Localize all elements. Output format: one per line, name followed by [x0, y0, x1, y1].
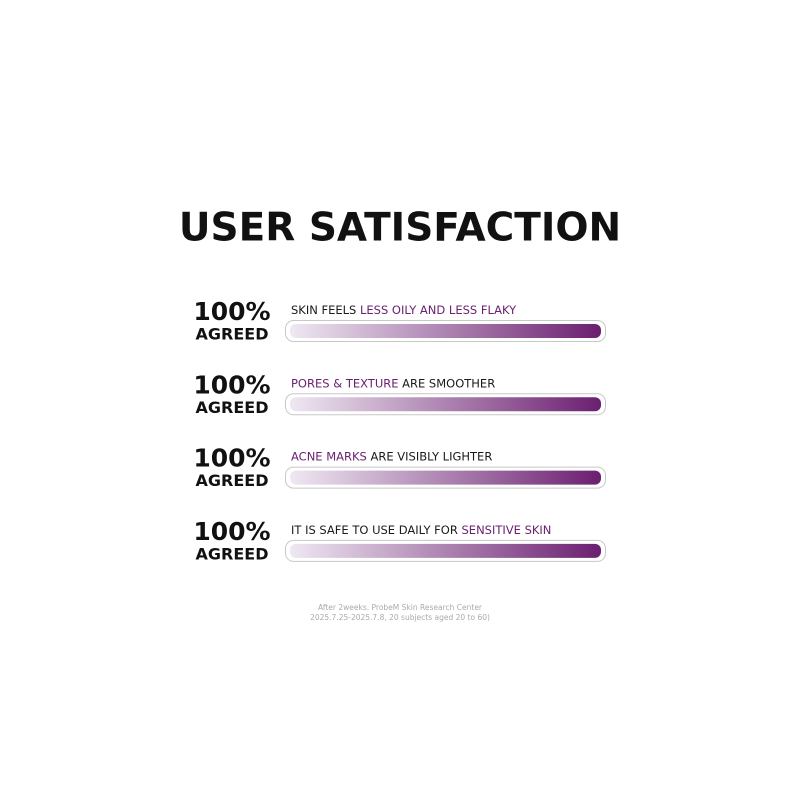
statement: ACNE MARKS ARE VISIBLY LIGHTER: [291, 449, 492, 463]
bar: [290, 397, 601, 412]
percent-label: 100%: [193, 370, 270, 399]
bar: [290, 543, 601, 558]
statement: SKIN FEELS LESS OILY AND LESS FLAKY: [291, 303, 517, 317]
agreed-label: AGREED: [196, 398, 269, 417]
statement-text: ARE VISIBLY LIGHTER: [367, 449, 492, 463]
statement: PORES & TEXTURE ARE SMOOTHER: [291, 376, 495, 390]
statement-text: ARE SMOOTHER: [399, 376, 496, 390]
percent-label: 100%: [193, 444, 270, 473]
statement-text: SKIN FEELS: [291, 303, 360, 317]
bar: [290, 324, 601, 338]
statement-highlight: ACNE MARKS: [291, 449, 367, 463]
agreed-label: AGREED: [196, 471, 269, 490]
footnote: After 2weeks. ProbeM Skin Research Cente…: [318, 603, 483, 612]
statement-highlight: SENSITIVE SKIN: [462, 522, 552, 536]
agreed-label: AGREED: [196, 325, 269, 344]
statement-highlight: PORES & TEXTURE: [291, 376, 399, 390]
title: USER SATISFACTION: [179, 206, 621, 251]
percent-label: 100%: [193, 517, 270, 546]
footnote: 2025.7.25-2025.7.8, 20 subjects aged 20 …: [310, 613, 490, 622]
statement-highlight: LESS OILY AND LESS FLAKY: [360, 303, 517, 317]
percent-label: 100%: [193, 297, 270, 326]
bar: [290, 470, 601, 485]
statement-text: IT IS SAFE TO USE DAILY FOR: [291, 522, 462, 536]
agreed-label: AGREED: [196, 544, 269, 563]
statement: IT IS SAFE TO USE DAILY FOR SENSITIVE SK…: [291, 522, 551, 536]
